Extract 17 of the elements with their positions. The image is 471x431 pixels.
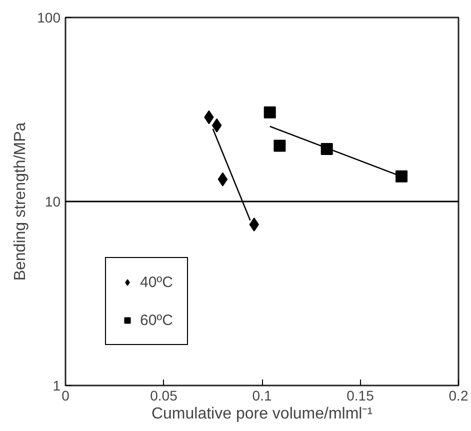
x-tick-label: 0.05 xyxy=(150,388,178,404)
point xyxy=(264,106,276,118)
y-tick-label: 10 xyxy=(44,194,61,210)
point xyxy=(218,172,228,186)
x-tick-label: 0 xyxy=(62,388,70,404)
point xyxy=(396,170,408,182)
legend-label: 40ºC xyxy=(140,274,173,290)
point xyxy=(274,140,286,152)
y-axis-title: Bending strength/MPa xyxy=(12,122,30,281)
x-tick-label: 0.15 xyxy=(346,388,374,404)
legend-label: 60ºC xyxy=(140,312,173,328)
y-tick-label: 1 xyxy=(52,378,61,394)
y-tick-label: 100 xyxy=(37,10,61,26)
point xyxy=(212,118,222,132)
x-tick-label: 0.2 xyxy=(448,388,468,404)
x-axis-title: Cumulative pore volume/mlml⁻¹ xyxy=(151,406,373,422)
x-tick-label: 0.1 xyxy=(252,388,272,404)
